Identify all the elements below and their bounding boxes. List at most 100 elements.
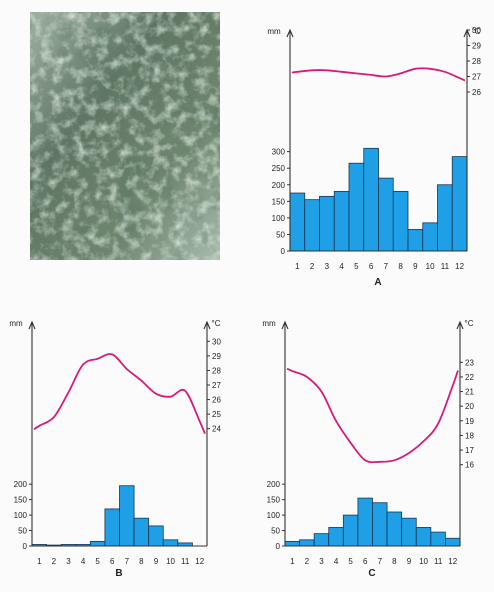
chart-caption: A (374, 277, 381, 288)
temp-tick-label: 24 (212, 425, 221, 434)
month-label: 9 (413, 262, 418, 271)
month-label: 7 (378, 557, 383, 566)
temp-tick-label: 27 (212, 381, 221, 390)
month-label: 7 (384, 262, 389, 271)
temp-tick-label: 29 (472, 42, 481, 51)
temp-tick-label: 28 (212, 366, 221, 375)
month-label: 6 (110, 557, 115, 566)
month-label: 8 (392, 557, 397, 566)
precip-tick-label: 250 (272, 164, 286, 173)
precip-bar (401, 517, 417, 547)
precip-bar (445, 537, 461, 547)
month-label: 5 (95, 557, 100, 566)
month-label: 6 (369, 262, 374, 271)
temp-unit: °C (465, 319, 474, 328)
month-label: 10 (166, 557, 175, 566)
month-label: 5 (348, 557, 353, 566)
precip-tick-label: 150 (272, 197, 286, 206)
precip-tick-label: 100 (267, 511, 281, 520)
precip-tick-label: 50 (18, 527, 27, 536)
temp-tick-label: 26 (472, 88, 481, 97)
precip-axis-arrow (281, 320, 289, 330)
month-label: 11 (441, 262, 450, 271)
precip-tick-label: 200 (272, 181, 286, 190)
month-label: 12 (455, 262, 464, 271)
month-label: 2 (305, 557, 310, 566)
precip-unit: mm (267, 27, 281, 36)
precip-tick-label: 0 (23, 542, 28, 551)
month-label: 4 (334, 557, 339, 566)
precip-axis-arrow (28, 320, 36, 330)
month-label: 3 (319, 557, 324, 566)
month-label: 10 (426, 262, 435, 271)
month-label: 1 (295, 262, 300, 271)
month-label: 2 (310, 262, 315, 271)
temp-tick-label: 23 (465, 358, 474, 367)
rainforest-photo (30, 12, 220, 260)
temp-tick-label: 26 (212, 396, 221, 405)
precip-tick-label: 100 (14, 511, 28, 520)
precip-bar (284, 540, 300, 547)
precip-tick-label: 50 (271, 527, 280, 536)
precip-tick-label: 0 (281, 247, 286, 256)
temp-unit: °C (472, 27, 481, 36)
precip-bar (299, 539, 315, 547)
temp-tick-label: 22 (465, 373, 474, 382)
temp-tick-label: 19 (465, 417, 474, 426)
temp-axis-arrow (203, 320, 211, 330)
precip-bar (430, 531, 446, 547)
precip-unit: mm (9, 319, 23, 328)
month-label: 6 (363, 557, 368, 566)
precip-bar (342, 514, 359, 547)
precip-tick-label: 300 (272, 148, 286, 157)
precip-unit: mm (262, 319, 276, 328)
temp-tick-label: 21 (465, 388, 474, 397)
month-label: 3 (66, 557, 71, 566)
precip-tick-label: 100 (272, 214, 286, 223)
month-label: 5 (354, 262, 359, 271)
temp-axis-arrow (456, 320, 464, 330)
precip-tick-label: 200 (14, 480, 28, 489)
precip-bar (357, 497, 373, 547)
precip-tick-label: 0 (276, 542, 281, 551)
precip-bar (328, 527, 344, 547)
temp-unit: °C (212, 319, 221, 328)
month-label: 9 (407, 557, 412, 566)
temp-tick-label: 20 (465, 402, 474, 411)
temperature-line (286, 367, 459, 464)
month-label: 9 (154, 557, 159, 566)
temperature-line (291, 67, 466, 82)
precip-tick-label: 150 (14, 496, 28, 505)
temp-tick-label: 16 (465, 461, 474, 470)
month-label: 2 (52, 557, 57, 566)
month-label: 10 (419, 557, 428, 566)
precip-tick-label: 50 (276, 230, 285, 239)
month-label: 1 (37, 557, 42, 566)
temp-tick-label: 27 (472, 73, 481, 82)
precip-tick-label: 150 (267, 496, 281, 505)
precip-axis-arrow (286, 28, 294, 38)
temp-tick-label: 17 (465, 446, 474, 455)
temp-tick-label: 30 (472, 26, 481, 35)
month-label: 12 (448, 557, 457, 566)
month-label: 12 (195, 557, 204, 566)
month-label: 7 (125, 557, 130, 566)
temp-tick-label: 28 (472, 57, 481, 66)
precip-bar (372, 502, 388, 547)
month-label: 11 (434, 557, 443, 566)
month-label: 4 (81, 557, 86, 566)
month-label: 11 (181, 557, 190, 566)
precip-bar (386, 511, 403, 547)
month-label: 8 (139, 557, 144, 566)
month-label: 8 (398, 262, 403, 271)
chart-caption: B (115, 568, 122, 579)
chart-caption: C (368, 568, 375, 579)
temp-tick-label: 18 (465, 431, 474, 440)
temp-tick-label: 29 (212, 352, 221, 361)
month-label: 3 (325, 262, 330, 271)
temp-tick-label: 30 (212, 337, 221, 346)
temperature-line (33, 353, 206, 435)
month-label: 4 (339, 262, 344, 271)
